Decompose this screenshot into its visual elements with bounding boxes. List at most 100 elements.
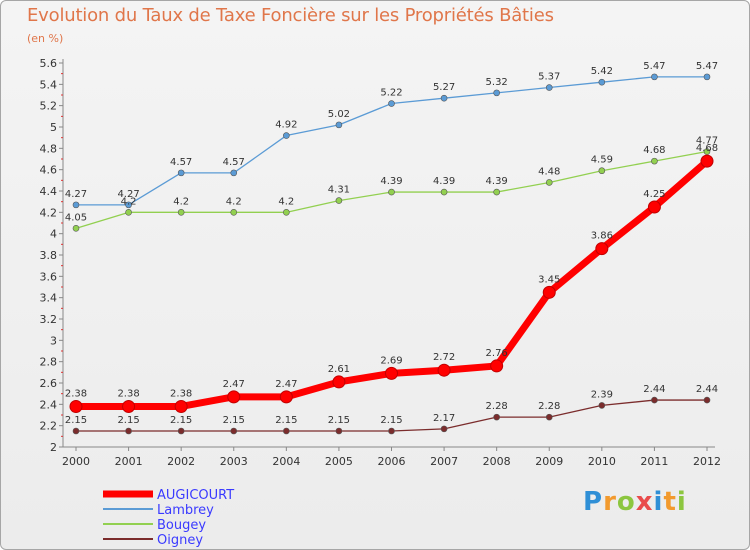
data-label: 2.72	[433, 352, 455, 363]
logo-letter: x	[635, 487, 654, 517]
legend-label-augicourt: AUGICOURT	[157, 488, 234, 503]
x-tick-label: 2000	[62, 455, 90, 468]
data-point	[545, 413, 553, 421]
data-point	[545, 84, 553, 91]
data-label: 4.48	[538, 166, 560, 177]
data-label: 5.02	[328, 109, 350, 120]
x-tick-label: 2006	[378, 455, 406, 468]
x-tick-label: 2002	[167, 455, 195, 468]
legend-label-bougey: Bougey	[157, 518, 206, 533]
data-label: 4.68	[696, 143, 718, 154]
data-point	[388, 100, 395, 107]
logo-letter: i	[653, 487, 664, 517]
data-label: 4.2	[121, 196, 137, 207]
data-point	[125, 209, 132, 216]
data-label: 4.2	[226, 196, 242, 207]
data-point	[440, 188, 448, 196]
y-tick-label: 3.8	[40, 249, 58, 262]
data-label: 2.38	[117, 388, 139, 399]
x-tick-label: 2003	[220, 455, 248, 468]
y-tick-label: 4.2	[40, 206, 58, 219]
data-label: 4.25	[643, 189, 665, 200]
y-tick-label: 4.6	[40, 164, 58, 177]
data-point	[230, 209, 238, 216]
y-tick-label: 2	[50, 441, 57, 454]
data-label: 4.31	[328, 185, 350, 196]
y-tick-label: 3.2	[40, 313, 58, 326]
data-label: 5.47	[696, 61, 718, 72]
data-label: 4.2	[278, 196, 294, 207]
logo-letter: o	[616, 487, 636, 517]
data-point	[440, 425, 448, 433]
data-point	[700, 154, 714, 168]
data-point	[72, 427, 80, 435]
data-label: 3.86	[591, 231, 613, 242]
data-point	[177, 169, 185, 177]
data-point	[230, 169, 238, 177]
y-tick-label: 4.8	[40, 142, 58, 155]
data-point	[279, 390, 293, 404]
data-point	[493, 89, 500, 97]
proxiti-logo: Proxiti	[583, 487, 687, 517]
data-point	[335, 121, 343, 129]
data-point	[437, 363, 451, 377]
data-point	[335, 197, 343, 204]
data-label: 2.28	[538, 401, 560, 412]
chart-subtitle: (en %)	[27, 32, 64, 45]
logo-letter: t	[663, 487, 677, 517]
data-point	[69, 399, 83, 413]
data-label: 5.42	[591, 66, 613, 77]
x-tick-label: 2004	[272, 455, 300, 468]
data-label: 4.39	[380, 176, 402, 187]
data-label: 2.15	[328, 415, 350, 426]
data-point	[230, 427, 238, 435]
y-tick-label: 3.4	[40, 292, 58, 305]
data-point	[385, 366, 398, 380]
logo-letter: i	[676, 487, 687, 517]
data-point	[598, 78, 606, 86]
data-label: 4.39	[433, 176, 455, 187]
data-point	[332, 375, 346, 389]
data-point	[72, 225, 80, 232]
logo-letter: P	[583, 487, 604, 517]
data-point	[651, 73, 658, 81]
data-point	[598, 167, 606, 175]
data-point	[388, 427, 395, 435]
data-point	[283, 132, 290, 139]
y-tick-label: 4.4	[40, 185, 58, 198]
data-label: 4.39	[486, 176, 508, 187]
data-point	[595, 242, 609, 256]
data-label: 2.39	[591, 389, 613, 400]
x-tick-label: 2008	[483, 455, 511, 468]
data-label: 5.22	[380, 88, 402, 99]
y-tick-label: 4	[50, 228, 57, 241]
data-label: 5.27	[433, 82, 455, 93]
data-point	[703, 148, 711, 155]
data-label: 4.57	[170, 157, 192, 168]
data-point	[177, 427, 185, 435]
data-label: 2.15	[170, 415, 192, 426]
data-point	[125, 427, 132, 435]
y-tick-label: 2.8	[40, 356, 58, 369]
data-point	[493, 413, 500, 421]
data-label: 2.61	[328, 364, 350, 375]
data-point	[177, 209, 185, 216]
x-tick-label: 2009	[535, 455, 563, 468]
data-label: 2.38	[170, 388, 192, 399]
data-label: 4.57	[223, 157, 245, 168]
x-tick-label: 2012	[693, 455, 721, 468]
data-point	[545, 179, 553, 186]
y-tick-label: 5	[50, 121, 57, 134]
data-label: 2.15	[223, 415, 245, 426]
data-label: 2.28	[486, 401, 508, 412]
data-point	[72, 201, 80, 209]
data-label: 2.15	[117, 415, 139, 426]
y-tick-label: 5.6	[40, 57, 58, 70]
data-point	[283, 209, 290, 216]
x-tick-label: 2011	[640, 455, 668, 468]
data-label: 5.47	[643, 61, 665, 72]
data-label: 3.45	[538, 274, 560, 285]
legend-label-oigney: Oigney	[157, 533, 203, 548]
data-point	[335, 427, 343, 435]
